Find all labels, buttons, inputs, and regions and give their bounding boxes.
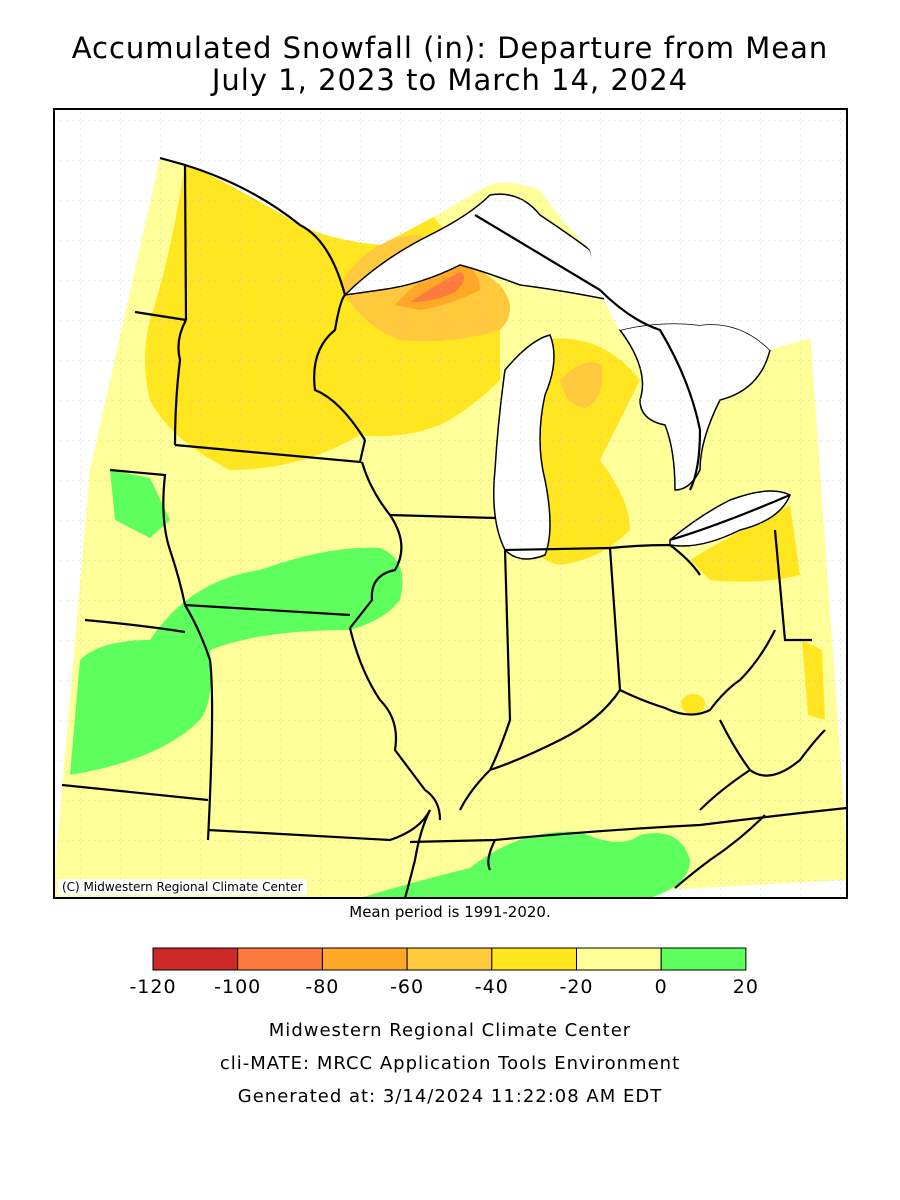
map-frame [53,108,848,899]
map-subtitle: July 1, 2023 to March 14, 2024 [211,63,689,97]
legend-tick-label: -120 [129,976,177,998]
legend-tick-label: 20 [732,976,759,998]
legend-tick-label: -40 [474,976,509,998]
footer-generated-time: Generated at: 3/14/2024 11:22:08 AM EDT [237,1086,663,1107]
legend-swatch [321,947,408,971]
legend-swatch [491,947,577,971]
legend-tick-label: -60 [390,976,425,998]
international-border [184,163,791,542]
legend-tick-label: 0 [654,976,668,998]
footer-organization: Midwestern Regional Climate Center [268,1020,632,1041]
copyright-label: (C) Midwestern Regional Climate Center [58,879,307,895]
legend-tick-label: -80 [305,976,340,998]
mean-period-note: Mean period is 1991-2020. [349,903,551,921]
legend-swatch [237,947,323,971]
legend-swatch [660,947,747,971]
legend-tick-label: -20 [559,976,594,998]
map-title: Accumulated Snowfall (in): Departure fro… [71,31,829,65]
footer-tool: cli-MATE: MRCC Application Tools Environ… [219,1053,681,1074]
legend-tick-label: -100 [214,976,262,998]
legend-swatch [152,947,239,971]
legend-swatch [406,947,493,971]
legend-colorbar [152,947,747,971]
legend-swatch [576,947,662,971]
